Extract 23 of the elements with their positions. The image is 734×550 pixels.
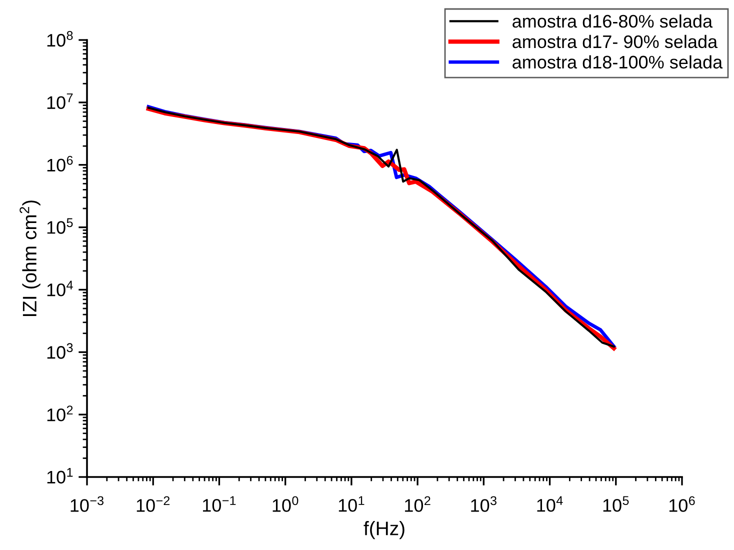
y-tick-label: 10$^{5}$ — [47, 218, 73, 234]
x-tick-label: 10$^{3}$ — [471, 496, 496, 512]
x-tick-label: 10$^{5}$ — [603, 496, 629, 512]
x-tick-label: 10$^{6}$ — [669, 496, 695, 512]
y-tick-label: 10$^{3}$ — [47, 343, 73, 359]
x-tick-label: 10$^{0}$ — [272, 496, 298, 512]
x-tick-label: 10$^{4}$ — [537, 496, 563, 512]
y-tick-label: 10$^{7}$ — [47, 93, 73, 109]
y-tick-label: 10$^{1}$ — [47, 468, 73, 484]
x-tick-label: 10$^{−2}$ — [136, 496, 170, 512]
x-tick-label: 10$^{1}$ — [338, 496, 364, 512]
y-tick-label: 10$^{6}$ — [47, 156, 73, 172]
y-tick-label: 10$^{8}$ — [47, 31, 73, 47]
legend-label: amostra d16-80% selada — [512, 14, 713, 28]
x-axis-title: f(Hz) — [364, 521, 404, 540]
x-tick-label: 10$^{2}$ — [405, 496, 430, 512]
y-tick-label: 10$^{4}$ — [47, 280, 73, 296]
x-tick-label: 10$^{−1}$ — [202, 496, 236, 512]
x-tick-label: 10$^{−3}$ — [70, 496, 104, 512]
legend-label: amostra d18-100% selada — [512, 55, 723, 69]
y-axis-title: IZI (ohm cm$^{2}$) — [20, 200, 40, 316]
y-tick-label: 10$^{2}$ — [47, 406, 73, 422]
legend-label: amostra d17- 90% selada — [512, 34, 718, 48]
